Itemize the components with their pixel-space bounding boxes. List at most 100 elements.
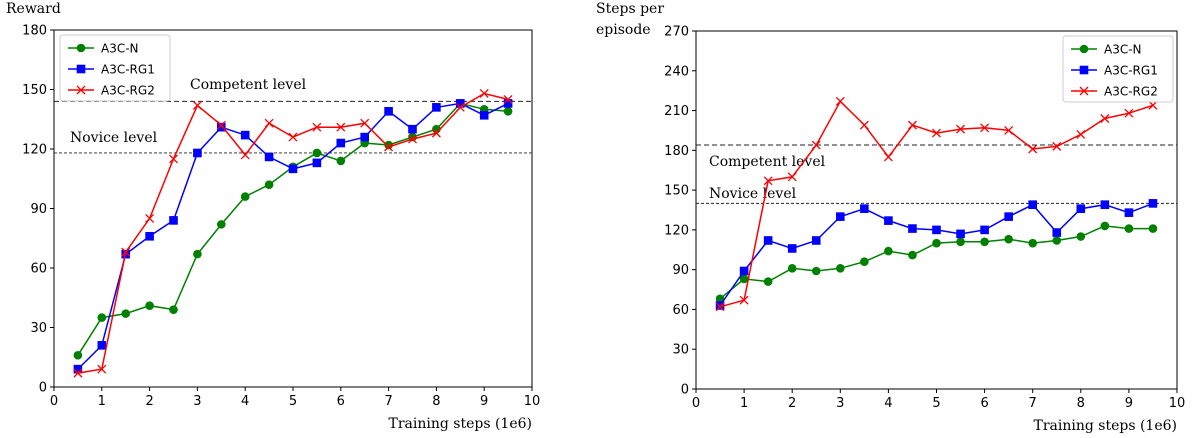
chart0-legend-label: A3C-RG2 <box>101 84 155 98</box>
chart0-x-tick-label: 1 <box>98 394 106 409</box>
chart0-x-tick-label: 0 <box>50 394 58 409</box>
chart1-y-tick-label: 90 <box>672 263 689 278</box>
chart1-y-tick-label: 150 <box>664 184 689 199</box>
chart0-data-point <box>312 148 322 158</box>
chart0-x-tick-label: 10 <box>524 394 541 409</box>
chart0-legend-swatch-marker <box>76 64 86 74</box>
chart1-x-tick-label: 1 <box>740 396 748 411</box>
chart1-data-point <box>1004 234 1013 244</box>
chart0-legend-box <box>59 34 171 102</box>
chart0-x-tick-label: 3 <box>193 394 201 409</box>
chart1-data-point <box>1148 100 1158 110</box>
chart0-data-point <box>73 350 83 360</box>
chart1-x-tick-label: 3 <box>836 396 844 411</box>
chart0-y-tick-label: 0 <box>39 381 47 396</box>
chart1-data-point <box>1148 199 1158 208</box>
chart0-data-point <box>479 110 489 120</box>
chart0-legend-swatch-marker <box>76 85 86 95</box>
chart1-data-point <box>835 96 845 106</box>
chart1-x-tick-label: 9 <box>1125 396 1133 411</box>
chart0-x-tick-label: 9 <box>480 394 488 409</box>
chart1-data-point <box>860 204 869 213</box>
chart0-data-point <box>360 118 370 128</box>
chart1-y-tick-label: 270 <box>664 25 689 40</box>
chart1-y-tick-label: 120 <box>664 223 689 238</box>
chart1-y-tick-label: 210 <box>664 104 689 119</box>
chart0-data-point <box>503 94 513 104</box>
chart1-data-point <box>1100 200 1110 209</box>
chart0-data-point <box>456 99 465 108</box>
chart0-data-point <box>336 138 346 148</box>
chart1-data-point <box>980 237 989 247</box>
chart1-data-point <box>884 246 893 256</box>
chart1-data-point <box>932 128 941 138</box>
chart1-data-point <box>811 140 821 150</box>
chart0-y-tick-label: 180 <box>22 24 47 39</box>
chart1-data-point <box>884 216 893 225</box>
chart0-legend-label: A3C-N <box>101 42 139 56</box>
chart1-data-point <box>1052 141 1062 151</box>
chart0-data-point <box>360 132 369 142</box>
chart1-x-tick-label: 4 <box>884 396 892 411</box>
chart0-reference-line-label: Competent level <box>190 77 307 93</box>
chart0-data-point <box>240 130 250 140</box>
chart1-legend-swatch-marker <box>1079 65 1089 75</box>
chart1-data-point <box>763 176 773 186</box>
chart0-y-axis-label: Reward <box>6 1 61 17</box>
chart0-reference-line-label: Novice level <box>70 130 158 146</box>
chart0-data-point <box>384 107 393 116</box>
chart1-data-point <box>908 224 917 233</box>
chart0-x-tick-label: 4 <box>241 394 249 409</box>
chart0-data-point <box>121 247 131 257</box>
chart1-x-tick-label: 10 <box>1169 396 1186 411</box>
chart0-x-tick-label: 6 <box>337 394 345 409</box>
chart1-y-tick-label: 30 <box>672 343 689 358</box>
chart1-data-point <box>836 212 845 221</box>
chart1-data-point <box>1028 238 1037 248</box>
chart0-data-point <box>336 122 346 132</box>
chart0-data-point <box>216 120 226 130</box>
chart0-data-point <box>384 140 393 150</box>
chart0-data-point <box>455 102 465 112</box>
chart0-data-point <box>169 154 178 164</box>
chart1-y-tick-label: 60 <box>672 303 689 318</box>
chart1-y-axis-label: Steps per <box>596 1 664 17</box>
chart1-data-point <box>1076 232 1086 241</box>
chart0-data-point <box>97 313 107 322</box>
chart1-data-point <box>980 225 989 235</box>
chart1-data-point <box>811 266 821 276</box>
chart1-data-point <box>1124 208 1134 217</box>
chart0-data-point <box>97 364 107 374</box>
chart1-data-point <box>932 225 941 235</box>
chart0-data-point <box>169 305 178 314</box>
chart1-data-point <box>956 237 965 247</box>
chart0-x-axis-label: Training steps (1e6) <box>389 416 533 432</box>
chart1-data-point <box>1124 108 1134 118</box>
chart1-data-point <box>715 301 725 310</box>
chart1-series-line <box>719 100 1154 308</box>
chart0-data-point <box>97 341 107 350</box>
chart1-data-point <box>787 244 797 253</box>
chart1-data-point <box>1052 228 1062 237</box>
chart1-series-line <box>719 202 1154 306</box>
chart0-data-point <box>264 118 274 128</box>
chart1-x-tick-label: 7 <box>1029 396 1037 411</box>
chart1-data-point <box>932 238 941 248</box>
chart0-data-point <box>312 122 322 132</box>
chart0-data-point <box>288 164 298 174</box>
chart0-data-point <box>73 364 83 374</box>
chart1-data-point <box>1100 221 1110 231</box>
chart0-data-point <box>264 152 274 162</box>
chart0-data-point <box>408 124 417 134</box>
chart1-y-tick-label: 240 <box>664 64 689 79</box>
chart1-data-point <box>1004 212 1013 221</box>
chart0-data-point <box>145 213 155 223</box>
chart0-x-tick-label: 7 <box>384 394 392 409</box>
chart0-data-point <box>121 309 130 318</box>
chart1-data-point <box>715 294 725 304</box>
chart0-data-point <box>217 122 226 132</box>
chart1-data-point <box>787 264 797 273</box>
chart0-y-tick-label: 150 <box>22 83 47 98</box>
chart1-y-axis-label-line2: episode <box>596 22 651 38</box>
